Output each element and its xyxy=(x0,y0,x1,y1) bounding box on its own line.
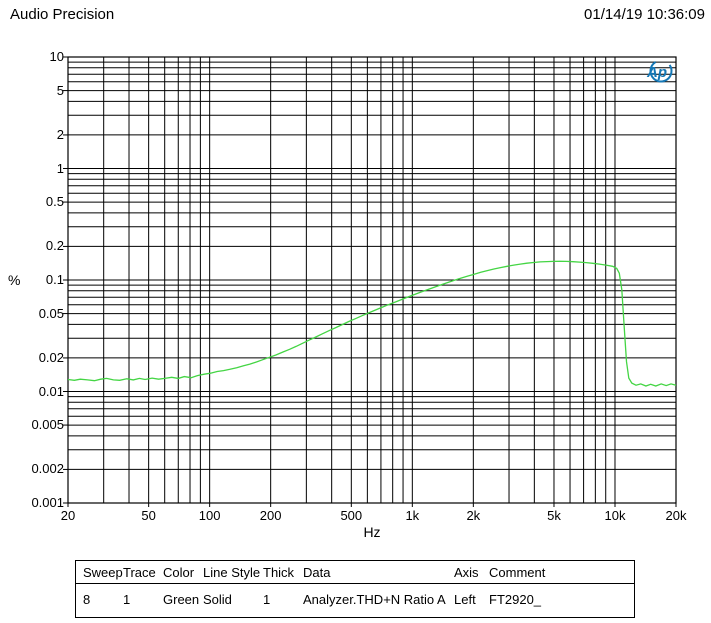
legend-cell: Green xyxy=(163,592,200,607)
y-tick-label: 0.2 xyxy=(45,238,64,254)
legend-header-row: Sweep Trace Color Line Style Thick Data Axis Co… xyxy=(76,561,634,583)
legend-cell: 8 xyxy=(83,592,91,607)
y-tick-label: 0.005 xyxy=(31,417,64,433)
legend-table: Sweep Trace Color Line Style Thick Data Axis Co… xyxy=(75,560,635,618)
y-tick-label: 1 xyxy=(56,160,64,176)
y-tick-label: 0.01 xyxy=(38,383,64,399)
legend-header-cell: Thick xyxy=(263,565,295,580)
ap-logo-text: Ap xyxy=(646,64,667,81)
legend-cell: FT2920_ xyxy=(489,592,542,607)
y-tick-label: 0.001 xyxy=(31,495,64,510)
x-tick-label: 5k xyxy=(547,508,561,523)
y-tick-label: 0.002 xyxy=(31,461,64,477)
legend-header-cell: Line Style xyxy=(203,565,261,580)
legend-cell: 1 xyxy=(123,592,131,607)
x-tick-label: 20k xyxy=(665,508,687,523)
y-tick-label: 0.5 xyxy=(45,194,64,210)
y-axis-label: % xyxy=(8,272,21,288)
x-tick-label: 500 xyxy=(340,508,363,523)
thd-trace-green xyxy=(67,260,677,387)
legend-header-cell: Trace xyxy=(123,565,156,580)
x-tick-label: 20 xyxy=(60,508,76,523)
y-tick-label: 5 xyxy=(56,82,64,98)
y-tick-label: 10 xyxy=(49,49,64,64)
legend-cell: Analyzer.THD+N Ratio A xyxy=(303,592,446,607)
legend-cell: 1 xyxy=(263,592,271,607)
legend-header-cell: Sweep xyxy=(83,565,123,580)
legend-header-cell: Data xyxy=(303,565,331,580)
timestamp: 01/14/19 10:36:09 xyxy=(584,6,705,23)
legend-header-cell: Color xyxy=(163,565,195,580)
y-tick-label: 2 xyxy=(56,126,64,142)
x-tick-label: 10k xyxy=(604,508,626,523)
x-tick-label: 200 xyxy=(259,508,282,523)
page-title: Audio Precision xyxy=(10,6,115,23)
legend-cell: Left xyxy=(454,592,476,607)
x-tick-label: 50 xyxy=(141,508,156,523)
x-tick-label: 2k xyxy=(466,508,481,523)
y-tick-label: 0.1 xyxy=(45,272,64,287)
x-axis-label: Hz xyxy=(363,524,381,540)
legend-header-cell: Comment xyxy=(489,565,546,580)
legend-cell: Solid xyxy=(203,592,232,607)
legend-header-cell: Axis xyxy=(454,565,479,580)
legend-data-row: 8 1 Green Solid 1 Analyzer.THD+N Ratio A Left F… xyxy=(76,583,634,617)
x-tick-label: 1k xyxy=(405,508,420,523)
y-tick-label: 0.02 xyxy=(38,349,64,365)
y-tick-label: 0.05 xyxy=(38,305,64,321)
x-tick-label: 100 xyxy=(198,508,221,523)
